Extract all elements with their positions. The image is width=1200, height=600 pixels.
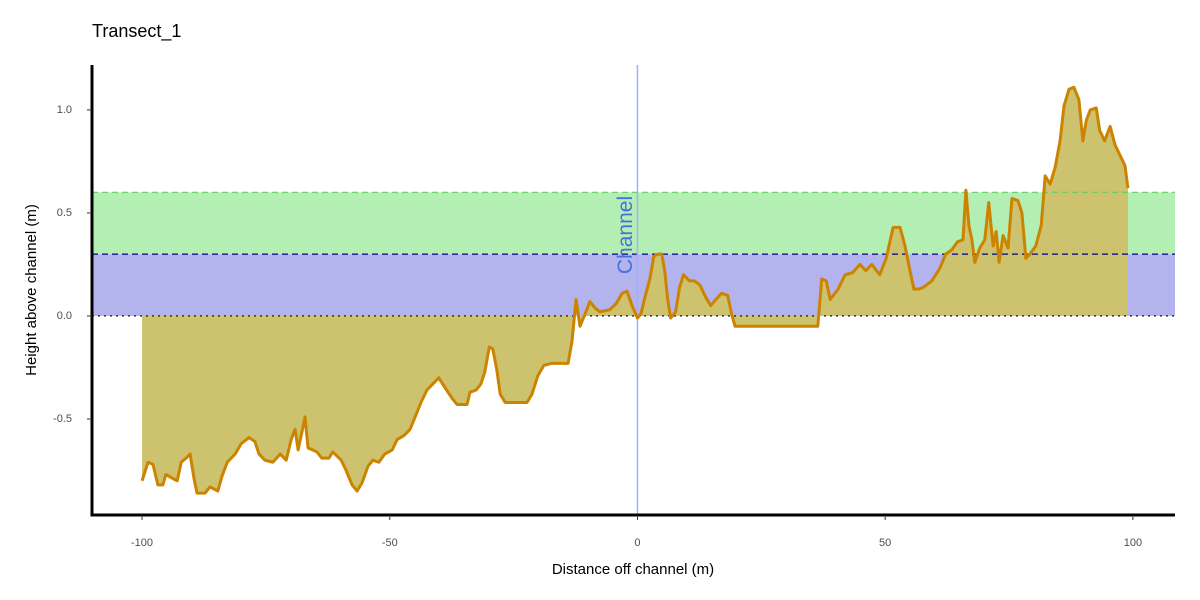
x-tick-label: 100 <box>1124 537 1142 549</box>
x-axis-title: Distance off channel (m) <box>552 561 714 578</box>
x-tick-label: 0 <box>634 537 640 549</box>
y-tick-label: 1.0 <box>57 104 72 116</box>
chart-title: Transect_1 <box>92 21 181 42</box>
y-tick-label: -0.5 <box>53 413 72 425</box>
area <box>142 87 1128 494</box>
x-tick-label: -50 <box>382 537 398 549</box>
x-tick-label: 50 <box>879 537 891 549</box>
y-tick-label: 0.5 <box>57 207 72 219</box>
y-axis-title: Height above channel (m) <box>23 204 40 376</box>
profile-line <box>140 85 1130 495</box>
x-tick-label: -100 <box>131 537 153 549</box>
channel-label: Channel <box>614 196 637 274</box>
y-tick-label: 0.0 <box>57 310 72 322</box>
